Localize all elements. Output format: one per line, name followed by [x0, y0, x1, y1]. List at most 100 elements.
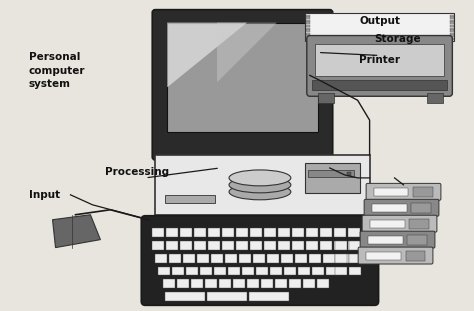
Bar — [306, 30, 310, 32]
Bar — [236, 228, 248, 237]
Bar — [211, 253, 223, 262]
Bar — [335, 253, 346, 262]
Bar — [320, 228, 332, 237]
Bar — [250, 241, 262, 250]
Bar — [320, 241, 332, 250]
Bar — [208, 228, 220, 237]
Bar — [306, 17, 310, 19]
Bar — [323, 253, 335, 262]
Bar — [326, 267, 337, 276]
Bar — [374, 188, 409, 196]
Bar — [191, 280, 203, 288]
Bar — [306, 228, 318, 237]
Bar — [250, 228, 262, 237]
Bar — [284, 267, 296, 276]
Polygon shape — [53, 215, 100, 248]
Bar — [219, 280, 231, 288]
Bar — [225, 253, 237, 262]
Text: Storage: Storage — [374, 34, 421, 44]
Bar — [312, 267, 324, 276]
Bar — [346, 172, 351, 176]
Bar — [308, 170, 354, 177]
Bar — [214, 267, 226, 276]
Bar — [306, 15, 310, 16]
Bar — [292, 228, 304, 237]
FancyBboxPatch shape — [152, 10, 333, 160]
Bar — [194, 241, 206, 250]
FancyBboxPatch shape — [360, 231, 435, 248]
Ellipse shape — [229, 170, 291, 186]
Bar — [305, 13, 455, 40]
Bar — [205, 280, 217, 288]
Bar — [183, 253, 195, 262]
Bar — [334, 241, 346, 250]
Bar — [335, 267, 346, 276]
Ellipse shape — [229, 184, 291, 200]
Bar — [281, 253, 293, 262]
Bar — [306, 22, 310, 24]
Bar — [450, 25, 455, 27]
Bar — [165, 195, 215, 203]
Bar — [450, 38, 455, 40]
Bar — [410, 219, 429, 229]
Bar — [450, 30, 455, 32]
Bar — [249, 292, 289, 301]
Bar — [318, 93, 334, 103]
Bar — [306, 38, 310, 40]
Bar — [256, 267, 268, 276]
Bar — [450, 35, 455, 37]
Bar — [236, 241, 248, 250]
Bar — [450, 28, 455, 30]
Bar — [152, 241, 164, 250]
Bar — [365, 252, 401, 260]
Bar — [450, 17, 455, 19]
Bar — [180, 228, 192, 237]
Bar — [450, 22, 455, 24]
Bar — [166, 228, 178, 237]
Bar — [347, 241, 360, 250]
Text: Personal
computer
system: Personal computer system — [28, 53, 85, 89]
Bar — [408, 234, 428, 244]
Bar — [306, 33, 310, 35]
Bar — [228, 155, 256, 175]
Bar — [270, 267, 282, 276]
Text: Printer: Printer — [359, 55, 400, 65]
Bar — [222, 241, 234, 250]
Bar — [317, 280, 329, 288]
Bar — [349, 267, 361, 276]
Bar — [197, 253, 209, 262]
Bar — [337, 253, 349, 262]
Bar — [347, 228, 360, 237]
Bar — [158, 267, 170, 276]
Bar — [306, 28, 310, 30]
Bar — [411, 203, 431, 213]
Bar — [278, 241, 290, 250]
Bar — [289, 280, 301, 288]
Bar — [152, 228, 164, 237]
Bar — [267, 253, 279, 262]
Bar — [207, 292, 247, 301]
Bar — [335, 241, 346, 250]
Bar — [200, 267, 212, 276]
Bar — [253, 253, 265, 262]
Bar — [306, 35, 310, 37]
Bar — [180, 241, 192, 250]
FancyBboxPatch shape — [141, 216, 379, 305]
Bar — [208, 241, 220, 250]
FancyBboxPatch shape — [366, 183, 441, 200]
Ellipse shape — [229, 177, 291, 193]
FancyBboxPatch shape — [362, 215, 437, 232]
Bar — [169, 253, 181, 262]
Bar — [292, 241, 304, 250]
Bar — [306, 25, 310, 27]
Bar — [261, 280, 273, 288]
Bar — [239, 253, 251, 262]
Bar — [264, 241, 276, 250]
Bar — [295, 253, 307, 262]
Bar — [303, 280, 315, 288]
Bar — [349, 253, 361, 262]
Polygon shape — [167, 23, 247, 87]
Bar — [247, 280, 259, 288]
FancyBboxPatch shape — [203, 171, 279, 187]
Bar — [312, 80, 447, 90]
